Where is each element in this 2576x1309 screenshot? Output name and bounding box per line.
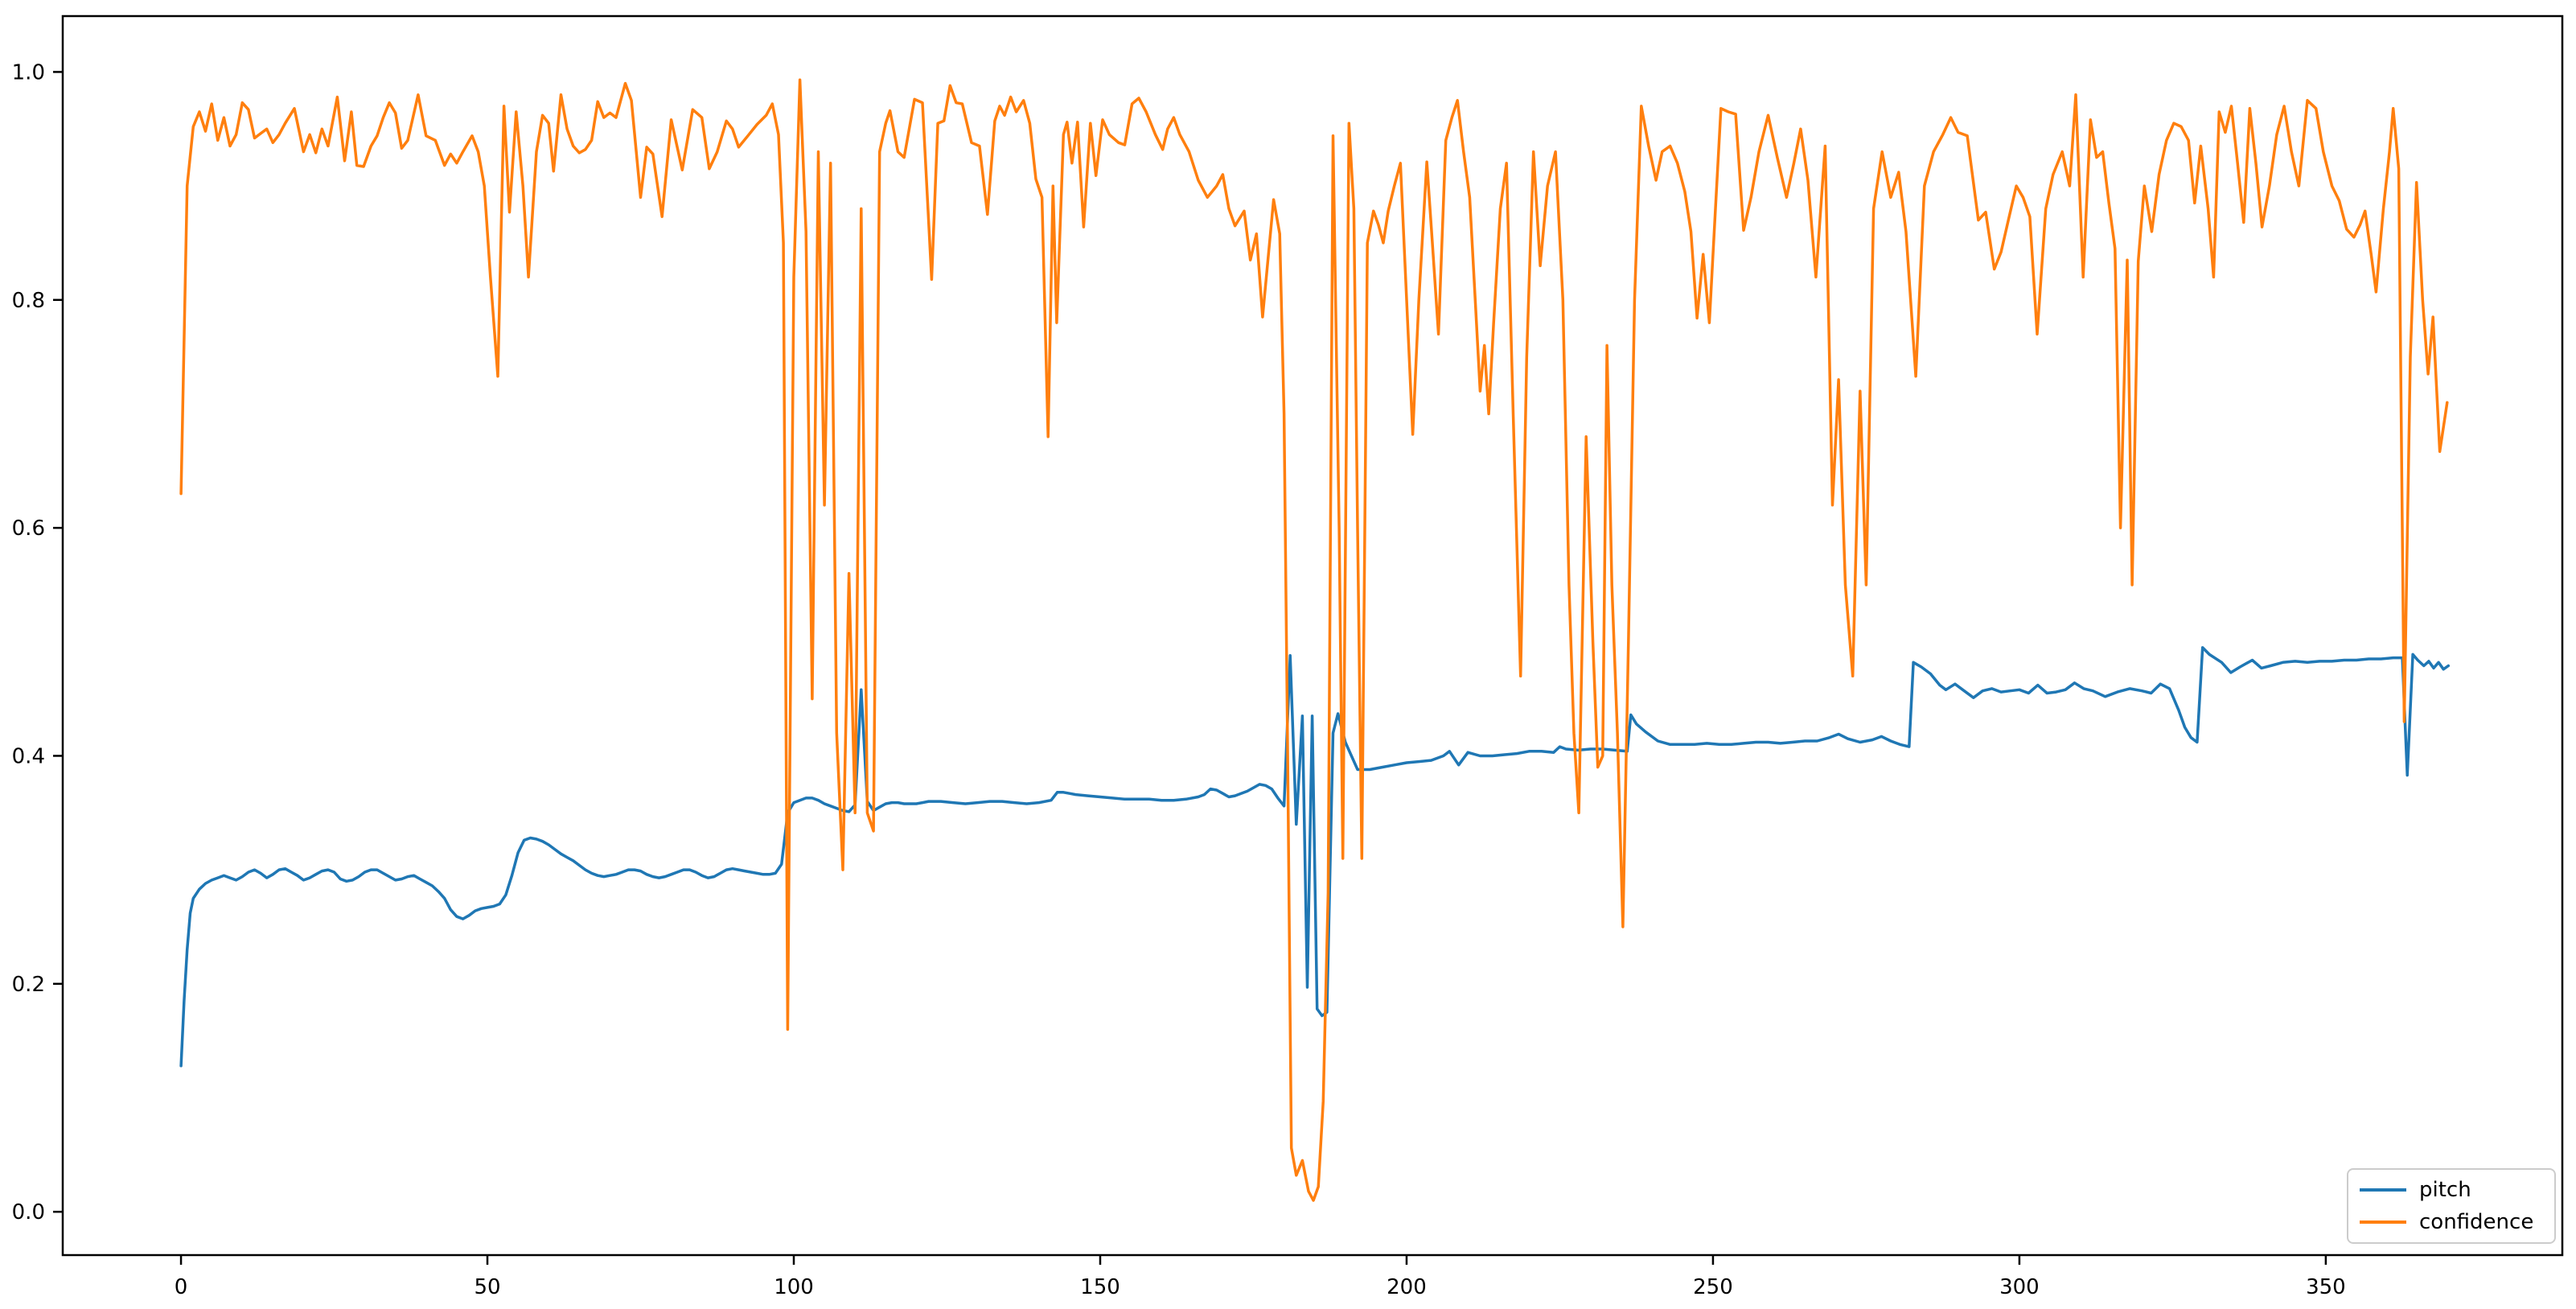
confidence-line-sample-icon	[2360, 1220, 2406, 1224]
y-tick-label: 0.4	[12, 744, 45, 768]
x-tick-label: 0	[175, 1275, 188, 1299]
legend-entry-pitch: pitch	[2360, 1178, 2543, 1202]
y-tick-label: 1.0	[12, 60, 45, 84]
legend-entry-confidence: confidence	[2360, 1210, 2543, 1234]
pitch-line-sample-icon	[2360, 1188, 2406, 1192]
axes-spines	[61, 14, 2564, 1257]
x-tick-label: 350	[2306, 1275, 2346, 1299]
x-tick-label: 250	[1693, 1275, 1733, 1299]
x-tick-label: 200	[1387, 1275, 1427, 1299]
legend-label-pitch: pitch	[2419, 1178, 2471, 1202]
y-tick-label: 0.8	[12, 289, 45, 313]
x-tick-label: 100	[774, 1275, 814, 1299]
series-line-confidence	[179, 78, 2449, 1202]
y-tick-label: 0.6	[12, 517, 45, 541]
y-tick-label: 0.0	[12, 1200, 45, 1225]
legend-label-confidence: confidence	[2419, 1210, 2534, 1234]
x-tick-label: 50	[474, 1275, 500, 1299]
x-tick-label: 150	[1080, 1275, 1120, 1299]
x-tick-label: 300	[1999, 1275, 2040, 1299]
series-line-pitch	[179, 646, 2451, 1068]
y-tick-label: 0.2	[12, 973, 45, 997]
legend: pitch confidence	[2347, 1168, 2556, 1244]
